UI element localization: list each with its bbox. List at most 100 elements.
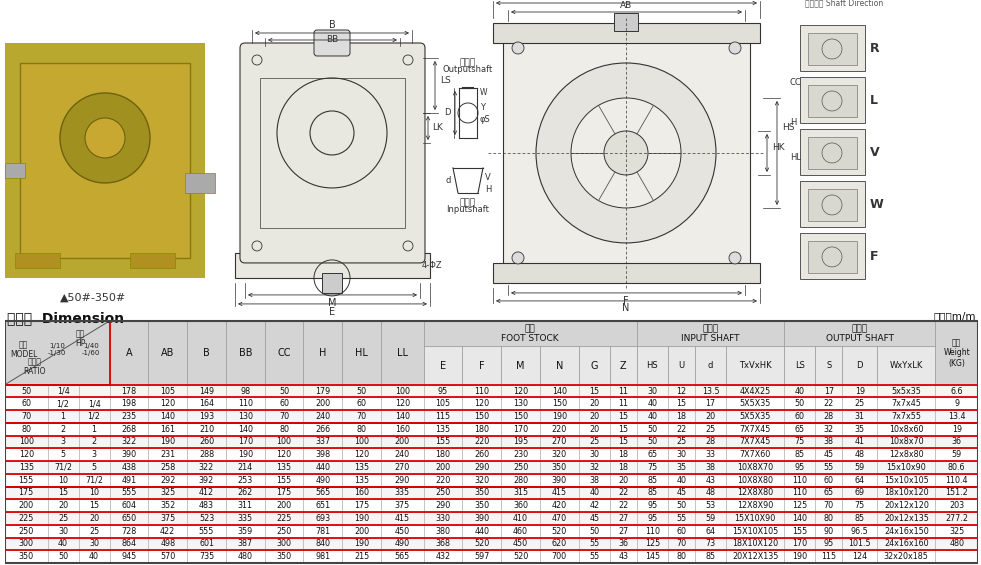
Bar: [110, 397, 148, 410]
Bar: [187, 537, 226, 550]
Text: 250: 250: [513, 463, 528, 472]
Text: 50: 50: [356, 386, 367, 396]
Text: 24x16x150: 24x16x150: [884, 527, 929, 536]
Bar: [187, 385, 226, 397]
Bar: [815, 346, 843, 385]
Bar: [462, 410, 501, 423]
Bar: [726, 474, 784, 486]
Text: 124: 124: [852, 552, 867, 561]
Text: 60: 60: [677, 527, 687, 536]
Bar: [265, 385, 303, 397]
Bar: [579, 346, 610, 385]
Bar: [424, 499, 462, 512]
Text: 440: 440: [315, 463, 331, 472]
Text: 350: 350: [474, 488, 490, 497]
Bar: [877, 385, 936, 397]
Circle shape: [536, 63, 716, 243]
Text: ▲50#-350#: ▲50#-350#: [60, 293, 127, 303]
Circle shape: [512, 252, 524, 264]
Text: 1/10
-1/30: 1/10 -1/30: [48, 343, 67, 356]
Bar: [540, 512, 579, 525]
Bar: [5, 512, 978, 525]
Text: 190: 190: [354, 540, 369, 549]
Text: 1/4: 1/4: [87, 399, 100, 408]
Text: 359: 359: [237, 527, 253, 536]
Text: 214: 214: [237, 463, 253, 472]
Text: 390: 390: [551, 476, 567, 485]
Text: 40: 40: [647, 399, 657, 408]
Text: 入力轴
INPUT SHAFT: 入力轴 INPUT SHAFT: [681, 324, 740, 344]
Text: AB: AB: [620, 1, 632, 10]
Text: V: V: [870, 146, 880, 159]
Text: 350: 350: [277, 552, 291, 561]
Text: d: d: [445, 176, 451, 185]
Text: 轴前選擇 Shaft Direction: 轴前選擇 Shaft Direction: [805, 0, 883, 7]
Bar: [226, 410, 265, 423]
Text: 20x12x120: 20x12x120: [884, 501, 929, 510]
Bar: [637, 321, 784, 346]
Text: 70: 70: [22, 412, 31, 421]
Text: F: F: [623, 296, 629, 306]
Text: S: S: [826, 361, 832, 370]
Bar: [815, 486, 843, 499]
Bar: [226, 486, 265, 499]
Text: F: F: [479, 360, 485, 371]
Text: 41: 41: [854, 437, 865, 446]
Text: 75: 75: [795, 437, 804, 446]
Bar: [265, 474, 303, 486]
Bar: [936, 512, 978, 525]
Text: 200: 200: [277, 501, 291, 510]
Bar: [462, 474, 501, 486]
Bar: [78, 410, 110, 423]
Bar: [265, 436, 303, 449]
Text: 70: 70: [824, 501, 834, 510]
Text: 145: 145: [645, 552, 660, 561]
Bar: [342, 512, 381, 525]
Text: 390: 390: [474, 514, 490, 523]
Text: 200: 200: [354, 527, 369, 536]
Text: 620: 620: [551, 540, 567, 549]
Text: 260: 260: [474, 450, 490, 459]
Bar: [726, 486, 784, 499]
Text: 392: 392: [199, 476, 214, 485]
Text: 292: 292: [160, 476, 176, 485]
Text: 18X10X120: 18X10X120: [732, 540, 778, 549]
Bar: [695, 499, 726, 512]
Circle shape: [512, 42, 524, 54]
Bar: [637, 449, 668, 461]
Text: 130: 130: [513, 399, 528, 408]
Text: D: D: [856, 361, 863, 370]
Text: 50: 50: [647, 425, 657, 434]
Bar: [668, 423, 695, 436]
Text: 5X5X35: 5X5X35: [740, 412, 771, 421]
Text: HL: HL: [790, 154, 801, 163]
Bar: [226, 550, 265, 563]
Bar: [47, 461, 78, 474]
Bar: [47, 423, 78, 436]
Text: 25: 25: [854, 399, 865, 408]
Text: 130: 130: [237, 412, 253, 421]
Bar: [5, 525, 47, 537]
Text: 565: 565: [315, 488, 331, 497]
Bar: [265, 410, 303, 423]
Text: 25: 25: [89, 527, 99, 536]
Circle shape: [729, 252, 741, 264]
Bar: [726, 525, 784, 537]
Text: 12x8x80: 12x8x80: [889, 450, 924, 459]
Text: 337: 337: [315, 437, 331, 446]
Bar: [784, 346, 815, 385]
Text: 50: 50: [647, 437, 657, 446]
Bar: [5, 423, 47, 436]
Bar: [47, 525, 78, 537]
Bar: [579, 410, 610, 423]
Bar: [148, 486, 187, 499]
Bar: [637, 499, 668, 512]
Bar: [668, 474, 695, 486]
Bar: [540, 499, 579, 512]
Text: 1/2: 1/2: [87, 412, 100, 421]
Bar: [668, 525, 695, 537]
Text: 10x8x70: 10x8x70: [889, 437, 924, 446]
Text: 80: 80: [279, 425, 289, 434]
Text: 65: 65: [647, 450, 657, 459]
Bar: [187, 461, 226, 474]
